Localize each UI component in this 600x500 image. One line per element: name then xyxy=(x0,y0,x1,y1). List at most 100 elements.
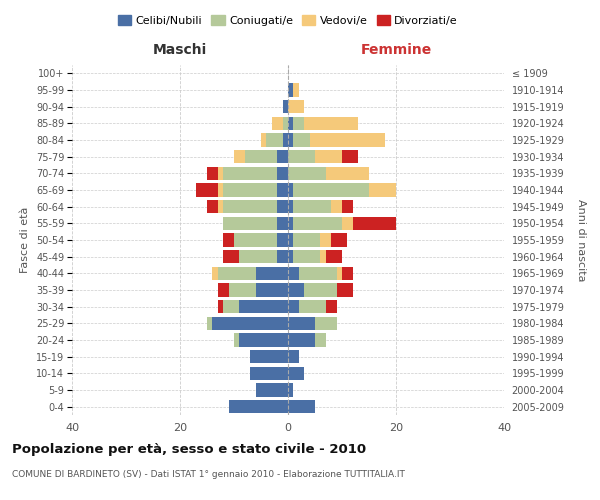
Bar xyxy=(288,284,304,296)
Bar xyxy=(223,300,239,314)
Bar xyxy=(288,300,299,314)
Bar xyxy=(320,234,331,246)
Text: Popolazione per età, sesso e stato civile - 2010: Popolazione per età, sesso e stato civil… xyxy=(12,442,366,456)
Bar xyxy=(288,400,315,413)
Bar xyxy=(288,84,293,96)
Bar xyxy=(320,250,326,264)
Bar xyxy=(277,200,288,213)
Bar xyxy=(196,184,218,196)
Bar xyxy=(342,266,353,280)
Bar xyxy=(229,400,288,413)
Bar xyxy=(266,134,283,146)
Bar xyxy=(288,350,299,364)
Bar xyxy=(288,184,293,196)
Bar xyxy=(288,150,315,164)
Bar xyxy=(288,134,293,146)
Bar xyxy=(288,234,293,246)
Bar xyxy=(277,184,288,196)
Bar xyxy=(283,100,288,114)
Bar xyxy=(239,334,288,346)
Bar xyxy=(277,150,288,164)
Bar xyxy=(288,384,293,396)
Bar xyxy=(277,216,288,230)
Bar xyxy=(342,216,353,230)
Bar xyxy=(207,166,218,180)
Bar xyxy=(212,316,288,330)
Bar xyxy=(223,184,277,196)
Bar xyxy=(239,250,277,264)
Bar xyxy=(234,150,245,164)
Bar xyxy=(293,184,369,196)
Bar xyxy=(315,316,337,330)
Bar xyxy=(277,166,288,180)
Bar xyxy=(234,334,239,346)
Bar xyxy=(315,150,342,164)
Text: Femmine: Femmine xyxy=(361,42,431,56)
Bar xyxy=(369,184,396,196)
Bar xyxy=(337,284,353,296)
Bar xyxy=(261,134,266,146)
Bar xyxy=(293,116,304,130)
Bar xyxy=(293,250,320,264)
Bar xyxy=(207,200,218,213)
Y-axis label: Fasce di età: Fasce di età xyxy=(20,207,31,273)
Bar xyxy=(218,200,223,213)
Bar xyxy=(256,384,288,396)
Bar xyxy=(299,266,337,280)
Bar xyxy=(293,234,320,246)
Bar xyxy=(331,234,347,246)
Bar xyxy=(283,134,288,146)
Bar xyxy=(277,250,288,264)
Bar xyxy=(326,166,369,180)
Text: COMUNE DI BARDINETO (SV) - Dati ISTAT 1° gennaio 2010 - Elaborazione TUTTITALIA.: COMUNE DI BARDINETO (SV) - Dati ISTAT 1°… xyxy=(12,470,405,479)
Bar xyxy=(207,316,212,330)
Bar xyxy=(223,234,234,246)
Bar xyxy=(315,334,326,346)
Bar xyxy=(288,366,304,380)
Bar xyxy=(331,200,342,213)
Bar xyxy=(353,216,396,230)
Bar xyxy=(293,134,310,146)
Bar xyxy=(277,234,288,246)
Bar xyxy=(299,300,326,314)
Bar xyxy=(293,84,299,96)
Bar xyxy=(223,166,277,180)
Bar xyxy=(250,350,288,364)
Bar xyxy=(223,250,239,264)
Bar xyxy=(234,234,277,246)
Bar xyxy=(326,250,342,264)
Bar xyxy=(342,200,353,213)
Bar xyxy=(293,200,331,213)
Bar xyxy=(288,216,293,230)
Bar xyxy=(288,100,304,114)
Bar xyxy=(223,216,277,230)
Bar xyxy=(256,284,288,296)
Bar xyxy=(223,200,277,213)
Text: Maschi: Maschi xyxy=(153,42,207,56)
Bar xyxy=(218,266,256,280)
Bar xyxy=(218,284,229,296)
Bar xyxy=(212,266,218,280)
Bar xyxy=(304,116,358,130)
Bar xyxy=(239,300,288,314)
Y-axis label: Anni di nascita: Anni di nascita xyxy=(575,198,586,281)
Bar xyxy=(288,200,293,213)
Bar xyxy=(245,150,277,164)
Bar xyxy=(293,216,342,230)
Bar xyxy=(288,116,293,130)
Legend: Celibi/Nubili, Coniugati/e, Vedovi/e, Divorziati/e: Celibi/Nubili, Coniugati/e, Vedovi/e, Di… xyxy=(113,10,463,30)
Bar xyxy=(229,284,256,296)
Bar xyxy=(337,266,342,280)
Bar xyxy=(342,150,358,164)
Bar xyxy=(288,334,315,346)
Bar xyxy=(272,116,283,130)
Bar xyxy=(288,266,299,280)
Bar xyxy=(283,116,288,130)
Bar xyxy=(304,284,337,296)
Bar xyxy=(218,184,223,196)
Bar xyxy=(218,300,223,314)
Bar xyxy=(250,366,288,380)
Bar xyxy=(218,166,223,180)
Bar xyxy=(288,316,315,330)
Bar xyxy=(256,266,288,280)
